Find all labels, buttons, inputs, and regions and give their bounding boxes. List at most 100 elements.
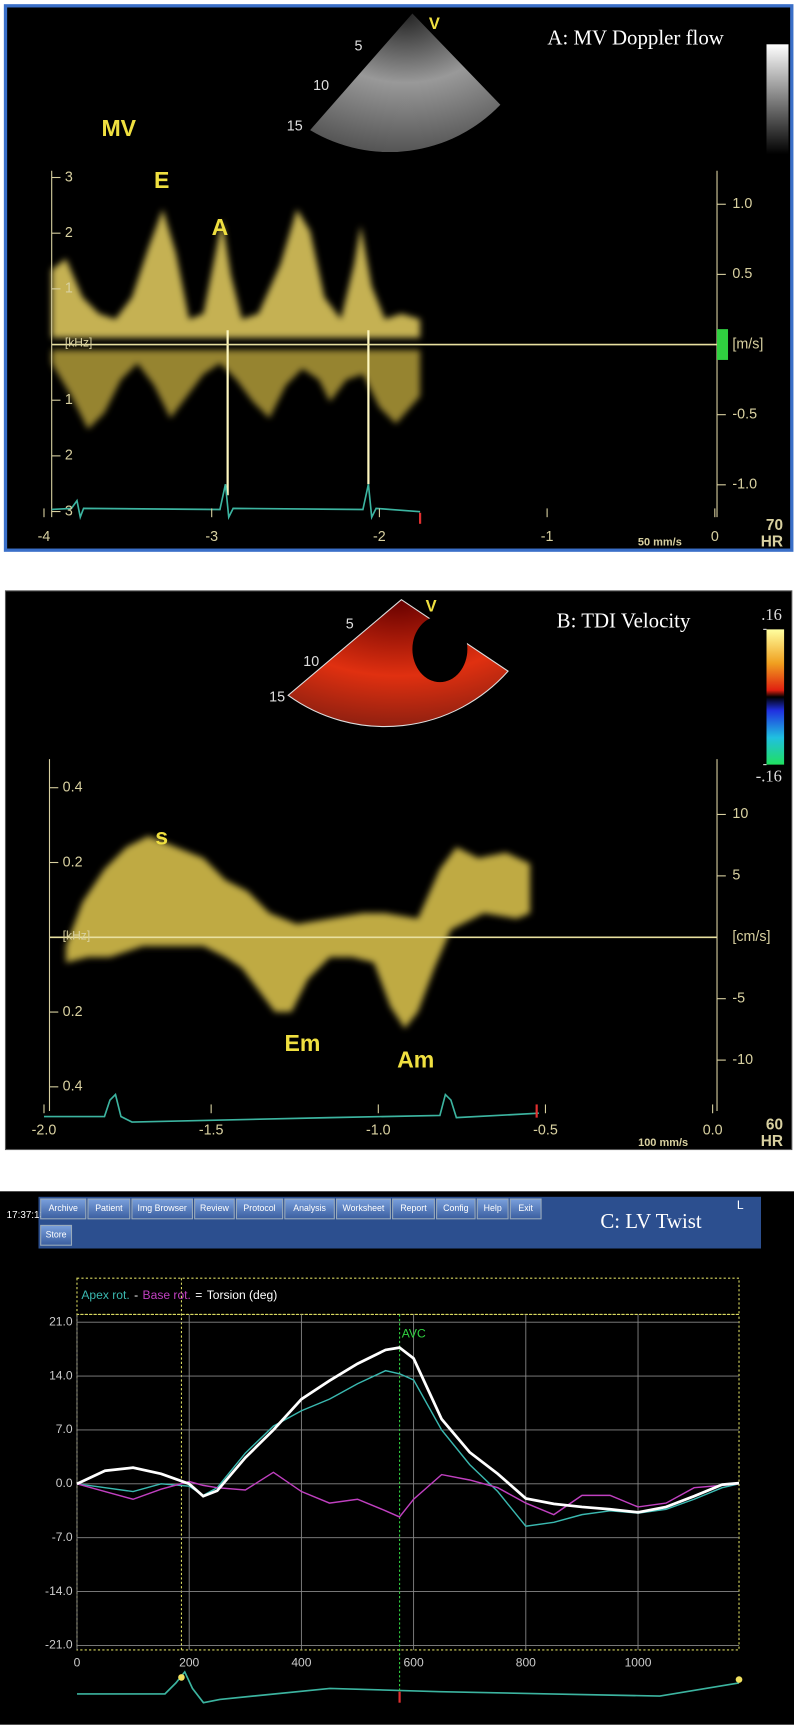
sector-cavity bbox=[412, 616, 467, 682]
button-label: Exit bbox=[518, 1203, 533, 1213]
heart-rate-label: HR bbox=[761, 1133, 783, 1150]
y-tick-label: 1 bbox=[65, 281, 73, 297]
y-unit: [kHz] bbox=[63, 928, 91, 942]
x-tick-label: 400 bbox=[291, 1655, 311, 1669]
button-label: Analysis bbox=[293, 1203, 326, 1213]
y2-tick-label: 5 bbox=[732, 868, 740, 884]
x-tick-label: -2 bbox=[373, 529, 386, 545]
button-label: Report bbox=[400, 1203, 427, 1213]
button-label: Worksheet bbox=[343, 1203, 385, 1213]
y2-tick-label: -0.5 bbox=[732, 406, 757, 422]
menu-button[interactable]: Archive bbox=[41, 1199, 86, 1219]
depth-label: 15 bbox=[287, 119, 303, 135]
x-tick-label: -1.5 bbox=[199, 1123, 224, 1139]
y-tick-label: 2 bbox=[65, 225, 73, 241]
y-tick-label: 0.4 bbox=[63, 780, 83, 796]
menu-button[interactable]: Img Browser bbox=[132, 1199, 192, 1219]
x-tick-label: -1 bbox=[541, 529, 554, 545]
x-tick-label: 600 bbox=[404, 1655, 424, 1669]
y-tick-label: 3 bbox=[65, 169, 73, 185]
y2-tick-label: -5 bbox=[732, 990, 745, 1006]
store-button[interactable]: Store bbox=[41, 1225, 72, 1245]
colorbar-label: -.16 bbox=[756, 767, 782, 786]
menu-button[interactable]: Config bbox=[437, 1199, 475, 1219]
x-tick-label: -0.5 bbox=[533, 1123, 558, 1139]
legend-operator: = bbox=[195, 1288, 202, 1302]
button-label: Img Browser bbox=[138, 1203, 187, 1213]
colorbar-label: .16 bbox=[761, 605, 782, 624]
sector-label: V bbox=[426, 598, 437, 616]
x-tick-label: 800 bbox=[516, 1655, 536, 1669]
x-tick-label: 0 bbox=[74, 1655, 81, 1669]
y-tick-label: 2 bbox=[65, 448, 73, 464]
annotation-label: AVC bbox=[402, 1326, 426, 1340]
y2-tick-label: -10 bbox=[732, 1052, 753, 1068]
x-tick-label: 200 bbox=[179, 1655, 199, 1669]
legend-entry: Apex rot. bbox=[81, 1288, 129, 1302]
y-tick-label: 3 bbox=[65, 503, 73, 519]
annotation: E bbox=[154, 167, 169, 193]
y2-tick-label: 0.5 bbox=[732, 266, 752, 282]
heart-rate: 70 bbox=[766, 517, 783, 534]
depth-label: 5 bbox=[346, 617, 354, 633]
button-label: Help bbox=[484, 1203, 502, 1213]
sector-label: V bbox=[429, 15, 440, 33]
x-tick-label: -2.0 bbox=[32, 1123, 57, 1139]
legend-entry: Base rot. bbox=[143, 1288, 191, 1302]
button-label: Patient bbox=[95, 1203, 123, 1213]
sweep-speed: 50 mm/s bbox=[638, 536, 682, 548]
x-tick-label: -3 bbox=[205, 529, 218, 545]
y2-unit: [cm/s] bbox=[732, 929, 770, 945]
menu-button[interactable]: Protocol bbox=[236, 1199, 282, 1219]
heart-rate: 60 bbox=[766, 1116, 783, 1133]
menu-button[interactable]: Report bbox=[393, 1199, 435, 1219]
y-tick-label: 1 bbox=[65, 392, 73, 408]
color-bar bbox=[767, 629, 785, 764]
legend-entry: Torsion (deg) bbox=[207, 1288, 278, 1302]
y-tick-label: 0.2 bbox=[63, 1004, 83, 1020]
clock: 17:37:13 bbox=[7, 1210, 46, 1221]
annotation: A bbox=[212, 214, 229, 240]
annotation: Em bbox=[284, 1030, 320, 1056]
menu-button[interactable]: Worksheet bbox=[337, 1199, 391, 1219]
menu-button[interactable]: Help bbox=[477, 1199, 508, 1219]
y-tick-label: 14.0 bbox=[49, 1368, 73, 1382]
menu-button[interactable]: Exit bbox=[510, 1199, 541, 1219]
heart-rate-label: HR bbox=[761, 534, 783, 551]
y-tick-label: 0.2 bbox=[63, 854, 83, 870]
x-tick-label: 1000 bbox=[625, 1655, 652, 1669]
depth-label: 15 bbox=[269, 689, 285, 705]
menu-button[interactable]: Patient bbox=[88, 1199, 130, 1219]
sweep-speed: 100 mm/s bbox=[638, 1137, 688, 1149]
page: {"chart_data": [ {"type": "doppler", "ti… bbox=[0, 0, 794, 1725]
button-label: Store bbox=[46, 1230, 67, 1240]
button-label: Config bbox=[443, 1203, 468, 1213]
panel-title: A: MV Doppler flow bbox=[547, 26, 723, 50]
y-tick-label: 0.0 bbox=[56, 1476, 73, 1490]
panel-c bbox=[0, 1191, 794, 1724]
annotation: MV bbox=[101, 115, 136, 141]
menu-button[interactable]: Review bbox=[195, 1199, 235, 1219]
y-tick-label: -7.0 bbox=[52, 1530, 73, 1544]
x-tick-label: 0.0 bbox=[703, 1123, 723, 1139]
y-tick-label: -21.0 bbox=[45, 1638, 73, 1652]
panel-title: B: TDI Velocity bbox=[557, 609, 691, 633]
button-label: Review bbox=[200, 1203, 229, 1213]
button-label: Archive bbox=[49, 1203, 78, 1213]
panel-title: C: LV Twist bbox=[600, 1209, 702, 1233]
annotation: s bbox=[155, 823, 168, 849]
gray-bar bbox=[767, 44, 789, 154]
x-tick-label: -4 bbox=[38, 529, 51, 545]
legend-operator: - bbox=[134, 1288, 138, 1302]
annotation: Am bbox=[397, 1047, 434, 1073]
ecg-dot bbox=[178, 1674, 185, 1681]
button-label: Protocol bbox=[243, 1203, 275, 1213]
ecg-dot bbox=[736, 1676, 743, 1683]
depth-label: 10 bbox=[313, 78, 329, 94]
y-tick-label: 7.0 bbox=[56, 1422, 73, 1436]
x-tick-label: 0 bbox=[711, 529, 719, 545]
menu-button[interactable]: Analysis bbox=[285, 1199, 334, 1219]
x-tick-label: -1.0 bbox=[366, 1123, 391, 1139]
depth-label: 10 bbox=[303, 654, 319, 670]
marker bbox=[717, 329, 728, 360]
